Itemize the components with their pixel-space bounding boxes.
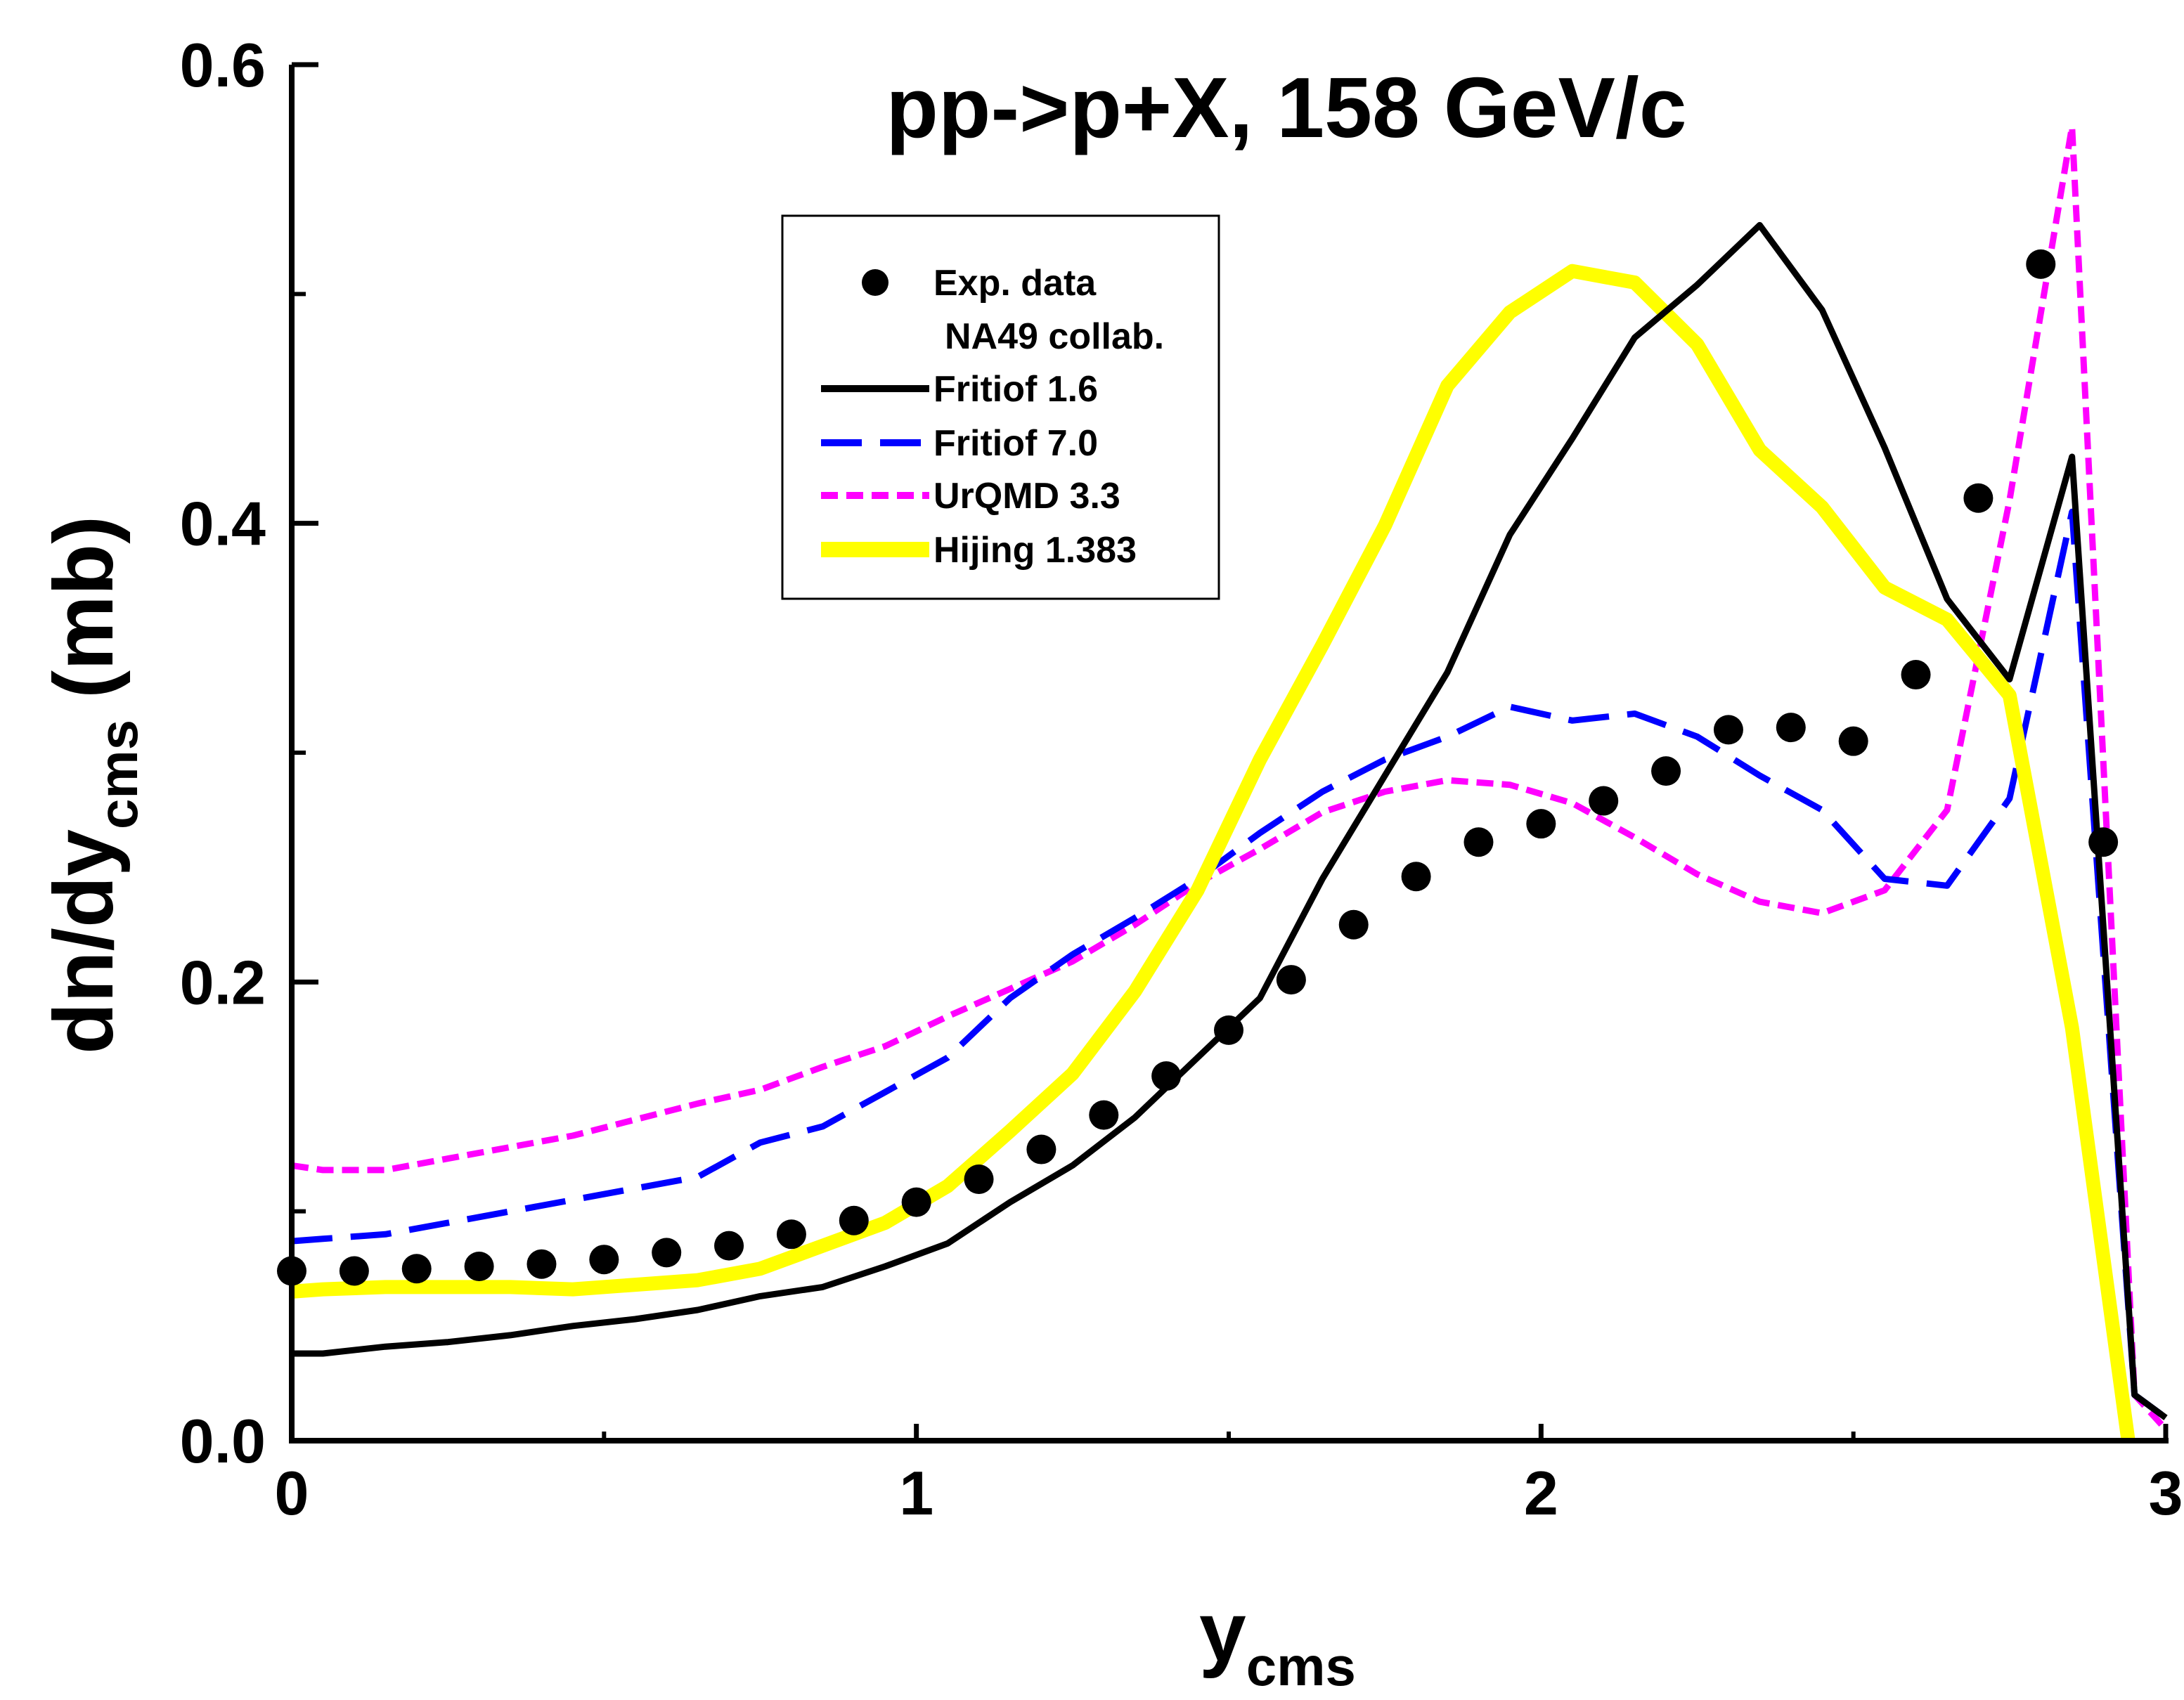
data-point [1026,1134,1057,1164]
chart-title: pp->p+X, 158 GeV/c [886,60,1686,155]
legend-label-hijing: Hijing 1.383 [933,530,1137,571]
legend-label-fritiof-70: Fritiof 7.0 [933,423,1098,464]
series-exp-data [277,249,2119,1286]
data-point [1838,726,1868,756]
data-point [1463,827,1494,857]
y-axis-label-main: dn/dy [37,829,131,1054]
y-axis-label: dn/dycms (mb) [37,516,149,1054]
legend: Exp. data NA49 collab. Fritiof 1.6 Friti… [781,214,1220,600]
y-tick-label: 0.2 [180,947,266,1017]
y-tick-label: 0.6 [180,30,266,100]
data-point [1214,1015,1243,1045]
data-point [464,1251,494,1281]
data-point [1589,786,1619,816]
data-point [776,1219,806,1250]
x-axis-label-subscript: cms [1246,1635,1356,1697]
data-point [1901,660,1931,690]
ticks-layer: 0 1 2 3 0.0 0.2 0.4 0.6 [180,30,2183,1528]
data-point [1651,756,1681,786]
series-line-hijing-1-383 [291,264,2135,1442]
data-point [1089,1100,1119,1130]
series-line-urqmd-3-3 [291,123,2169,1432]
data-point [839,1205,869,1235]
data-point [1526,809,1556,839]
legend-label-na49: NA49 collab. [945,316,1164,357]
data-point [589,1245,619,1275]
data-point [714,1231,744,1261]
data-point [1963,483,1994,513]
data-point [1776,713,1806,743]
x-tick-label: 0 [275,1458,309,1528]
data-point [1401,862,1431,892]
series-layer [277,123,2169,1442]
x-tick-label: 3 [2149,1458,2183,1528]
y-tick-label: 0.4 [180,489,266,559]
x-tick-label: 1 [899,1458,933,1528]
data-point [526,1249,557,1279]
legend-swatch-exp-data [862,269,889,296]
x-axis-label: ycms [1199,1585,1356,1697]
x-tick-label: 2 [1524,1458,1558,1528]
y-axis-label-subscript: cms [87,720,149,829]
data-point [652,1238,682,1268]
x-axis-label-main: y [1199,1585,1246,1679]
legend-label-fritiof-16: Fritiof 1.6 [933,369,1098,410]
series-line-fritiof-7-0 [291,508,2168,1421]
y-tick-label: 0.0 [180,1406,266,1476]
data-point [2026,249,2056,279]
legend-label-exp-data: Exp. data [933,263,1097,304]
data-point [1151,1061,1182,1091]
data-point [1713,715,1743,745]
legend-box [781,214,1220,600]
data-point [2088,827,2119,857]
data-point [339,1256,369,1286]
y-axis-label-unit: (mb) [37,516,131,699]
data-point [1338,909,1369,940]
data-point [1276,965,1306,995]
data-point [964,1164,994,1194]
data-point [901,1187,931,1217]
legend-label-urqmd: UrQMD 3.3 [933,476,1120,517]
data-point [401,1254,432,1284]
